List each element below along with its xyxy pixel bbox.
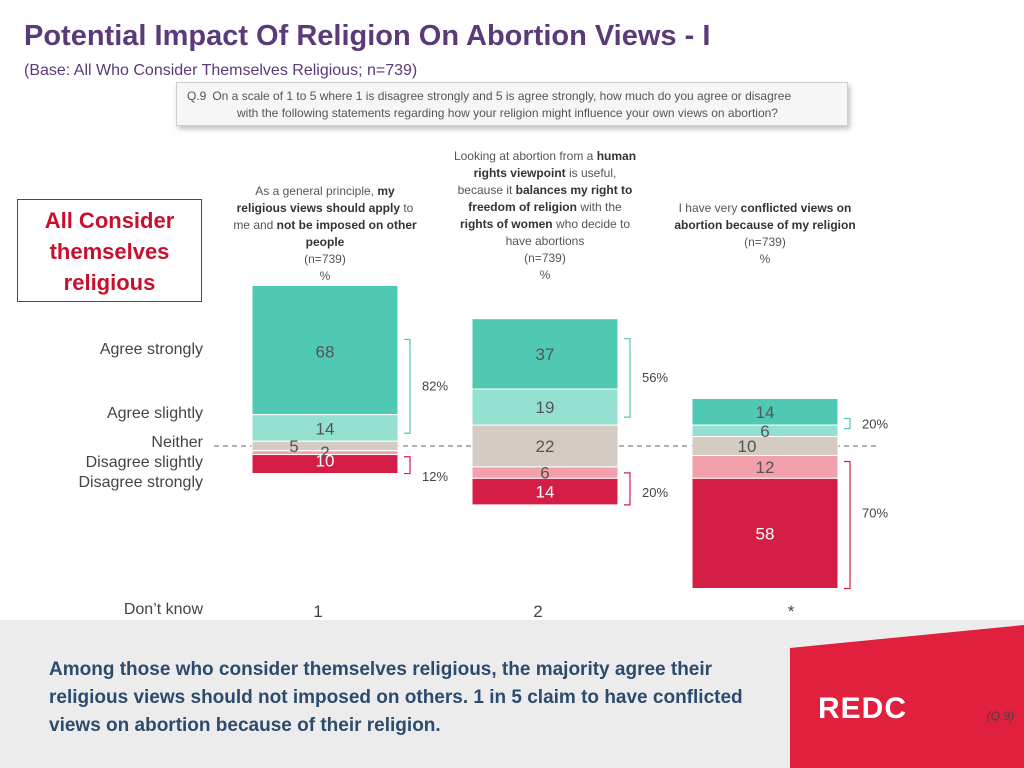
value-label-1-disagree-slightly: 2 xyxy=(320,443,329,462)
bar-1-disagree-strongly xyxy=(251,454,399,475)
row-label-dont-know: Don’t know xyxy=(123,601,203,618)
row-label-disagree-strongly: Disagree strongly xyxy=(78,474,204,491)
dont-know-value-3: * xyxy=(788,602,795,621)
dont-know-value-2: 2 xyxy=(533,602,542,621)
row-label-agree-slightly: Agree slightly xyxy=(106,405,203,422)
base-note: (Base: All Who Consider Themselves Relig… xyxy=(24,62,418,79)
row-label-neither: Neither xyxy=(151,434,203,451)
value-label-1-agree-slightly: 14 xyxy=(316,420,335,439)
value-label-3-agree-strongly: 14 xyxy=(756,403,775,422)
value-label-1-agree-strongly: 68 xyxy=(316,342,335,361)
net-disagree-brace-3 xyxy=(844,460,851,590)
question-number: Q.9 xyxy=(187,89,207,103)
question-box: Q.9 On a scale of 1 to 5 where 1 is disag… xyxy=(176,82,848,126)
question-reference: (Q.9) xyxy=(986,709,1014,723)
net-agree-label-3: 20% xyxy=(862,417,888,432)
value-label-1-disagree-strongly: 10 xyxy=(316,452,335,471)
value-label-3-neither: 10 xyxy=(738,437,757,456)
net-disagree-brace-2 xyxy=(624,472,631,506)
value-label-3-disagree-slightly: 12 xyxy=(756,458,775,477)
net-disagree-label-2: 20% xyxy=(642,485,668,500)
column-header-3: I have very conflicted views on abortion… xyxy=(674,201,856,266)
column-header-1: As a general principle, my religious vie… xyxy=(233,184,417,283)
value-label-3-disagree-strongly: 58 xyxy=(756,524,775,543)
net-disagree-label-1: 12% xyxy=(422,469,448,484)
net-disagree-label-3: 70% xyxy=(862,506,888,521)
redc-logo-tile xyxy=(790,625,1024,768)
bar-2-neither xyxy=(471,424,619,468)
row-label-disagree-slightly: Disagree slightly xyxy=(85,454,203,471)
net-agree-label-1: 82% xyxy=(422,378,448,393)
value-label-3-agree-slightly: 6 xyxy=(760,422,769,441)
net-agree-brace-3 xyxy=(844,417,851,430)
question-text-line1: On a scale of 1 to 5 where 1 is disagree… xyxy=(212,89,792,103)
footer-summary: Among those who consider themselves reli… xyxy=(49,659,743,736)
value-label-2-agree-slightly: 19 xyxy=(536,398,555,417)
value-label-2-agree-strongly: 37 xyxy=(536,345,555,364)
value-label-2-disagree-strongly: 14 xyxy=(536,483,555,502)
dont-know-value-1: 1 xyxy=(313,602,322,621)
page-title: Potential Impact Of Religion On Abortion… xyxy=(24,20,711,52)
value-label-2-disagree-slightly: 6 xyxy=(540,464,549,483)
net-disagree-brace-1 xyxy=(404,456,411,475)
bar-3-disagree-strongly xyxy=(691,477,839,589)
value-label-1-neither: 5 xyxy=(289,437,298,456)
value-label-2-neither: 22 xyxy=(536,437,555,456)
bar-3-agree-strongly xyxy=(691,398,839,426)
net-agree-brace-1 xyxy=(404,338,411,434)
column-header-2: Looking at abortion from a human rights … xyxy=(453,149,637,282)
bar-2-agree-strongly xyxy=(471,318,619,390)
net-agree-brace-2 xyxy=(624,338,631,418)
redc-logo-text: REDC xyxy=(818,692,908,725)
segment-label: All Consider themselves religious xyxy=(17,199,202,302)
net-agree-label-2: 56% xyxy=(642,370,668,385)
question-text-line2: with the following statements regarding … xyxy=(237,106,778,120)
bar-2-disagree-strongly xyxy=(471,477,619,506)
row-label-agree-strongly: Agree strongly xyxy=(99,341,203,358)
bar-1-agree-slightly xyxy=(251,414,399,442)
